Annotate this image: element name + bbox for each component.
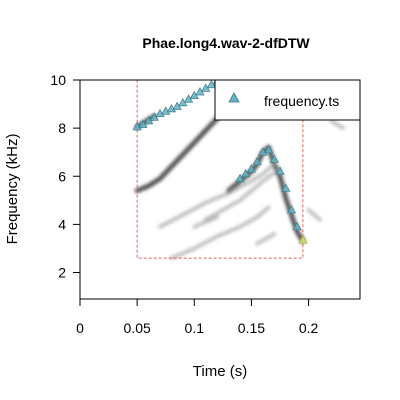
spectrogram-trace (192, 215, 220, 229)
data-point (286, 205, 297, 214)
y-tick-label: 4 (58, 216, 66, 232)
data-point (241, 168, 251, 178)
y-tick-label: 10 (50, 72, 66, 88)
y-axis-label: Frequency (kHz) (4, 134, 21, 245)
spectrogram-trace (255, 232, 277, 246)
spectrogram-traces (134, 113, 345, 261)
x-tick-label: 0.2 (299, 320, 319, 336)
spectrogram-trace (134, 116, 220, 194)
data-point (225, 71, 233, 78)
data-point (263, 144, 274, 154)
data-point (235, 173, 245, 183)
legend-marker-icon (228, 92, 240, 103)
legend-entry: frequency.ts (264, 93, 339, 109)
x-tick-label: 0 (76, 320, 84, 336)
x-axis-label: Time (s) (193, 363, 247, 380)
y-tick-label: 6 (58, 168, 66, 184)
data-point (292, 221, 302, 231)
x-tick-label: 0.05 (124, 320, 151, 336)
spectrogram-trace (169, 205, 271, 261)
spectrogram-trace (226, 144, 306, 244)
y-axis: 2 4 6 8 10 (50, 72, 81, 281)
x-axis: 0 0.05 0.1 0.15 0.2 (76, 298, 319, 336)
series-points (132, 69, 308, 244)
x-tick-label: 0.1 (185, 320, 205, 336)
x-tick-label: 0.15 (238, 320, 265, 336)
data-point (269, 154, 279, 163)
legend-box (214, 79, 361, 121)
spectrogram-trace (329, 118, 345, 131)
data-point (298, 235, 308, 244)
y-tick-label: 2 (58, 265, 66, 281)
data-point (230, 69, 238, 76)
data-point (281, 183, 291, 192)
data-point (252, 156, 262, 166)
spectrogram-trace (158, 162, 277, 229)
spectrogram-trace (203, 167, 282, 222)
data-point (275, 166, 285, 175)
legend: frequency.ts (214, 79, 361, 121)
data-point (246, 164, 257, 173)
y-tick-label: 8 (58, 120, 66, 136)
chart-title: Phae.long4.wav-2-dfDTW (142, 35, 310, 51)
spectrogram-trace (306, 208, 322, 222)
